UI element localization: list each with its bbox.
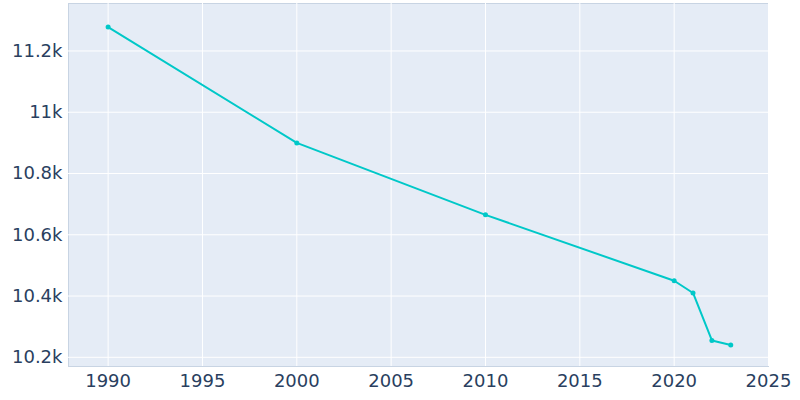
- svg-text:11k: 11k: [29, 101, 63, 122]
- svg-text:11.2k: 11.2k: [12, 40, 63, 61]
- svg-text:2010: 2010: [463, 370, 509, 391]
- svg-text:10.4k: 10.4k: [12, 285, 63, 306]
- svg-text:2015: 2015: [557, 370, 603, 391]
- svg-text:2020: 2020: [651, 370, 697, 391]
- svg-text:2000: 2000: [274, 370, 320, 391]
- svg-text:1995: 1995: [180, 370, 226, 391]
- svg-text:1990: 1990: [85, 370, 131, 391]
- svg-text:10.2k: 10.2k: [12, 346, 63, 367]
- svg-text:2005: 2005: [368, 370, 414, 391]
- svg-text:2025: 2025: [746, 370, 792, 391]
- svg-text:10.6k: 10.6k: [12, 224, 63, 245]
- svg-text:10.8k: 10.8k: [12, 162, 63, 183]
